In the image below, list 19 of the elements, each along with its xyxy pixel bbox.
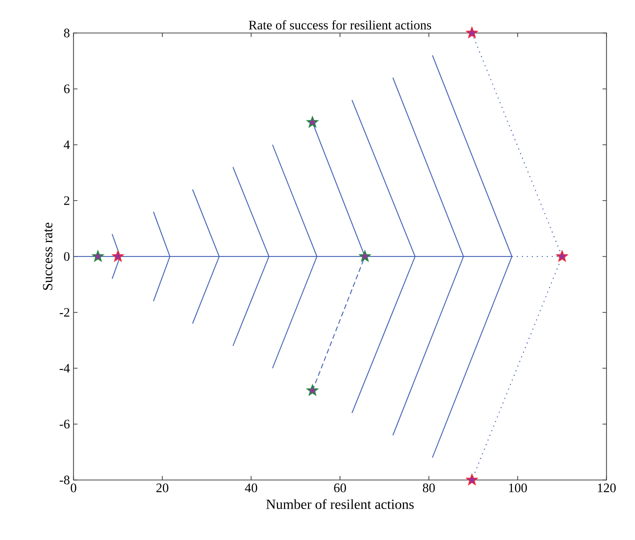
y-tick-label: -4 [60,364,70,372]
y-tick-label: -6 [60,420,70,428]
y-tick-label: -8 [60,476,70,484]
y-tick-label: 6 [64,84,70,94]
x-axis-title: Number of resilent actions [266,499,414,510]
x-tick-label: 100 [509,484,527,492]
y-tick-label: 2 [64,196,70,205]
x-tick-label: 20 [156,484,168,492]
x-tick-label: 120 [598,484,616,492]
x-tick-label: 40 [244,484,258,492]
y-tick-label: 0 [64,252,70,261]
y-axis-title: Success rate [42,222,52,290]
x-tick-label: 60 [334,484,346,492]
chart-title: Rate of success for resilient actions [248,20,432,30]
x-tick-label: 0 [70,484,76,492]
x-tick-label: 80 [422,484,435,492]
y-tick-label: 8 [64,28,70,38]
y-tick-label: 4 [64,140,70,149]
y-tick-label: -2 [60,308,70,317]
